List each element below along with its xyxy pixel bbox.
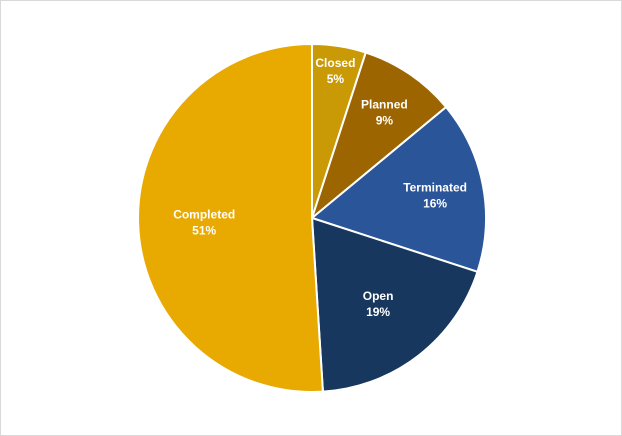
data-label-category: Completed <box>173 207 235 221</box>
pie-slice-completed <box>137 42 324 393</box>
data-label-planned: Planned 9% <box>361 98 408 128</box>
data-label-category: Planned <box>361 98 408 112</box>
pie-data-labels: Closed 5% Planned 9% Terminated 16% Open 19% Com… <box>173 56 467 319</box>
data-label-terminated: Terminated 16% <box>403 181 467 211</box>
data-label-open: Open 19% <box>363 289 394 319</box>
pie-slices <box>137 42 487 393</box>
data-label-category: Terminated <box>403 181 467 195</box>
data-label-category: Open <box>363 289 394 303</box>
pie-slice-planned <box>309 51 448 221</box>
data-label-percent: 16% <box>423 197 447 211</box>
data-label-percent: 9% <box>376 114 394 128</box>
pie-slice-open <box>310 216 479 393</box>
data-label-category: Closed <box>315 56 355 70</box>
data-label-percent: 5% <box>327 72 345 86</box>
data-label-completed: Completed 51% <box>173 207 235 237</box>
pie-slice-terminated <box>309 105 487 274</box>
data-label-percent: 51% <box>192 223 216 237</box>
data-label-percent: 19% <box>366 305 390 319</box>
data-label-closed: Closed 5% <box>315 56 355 86</box>
